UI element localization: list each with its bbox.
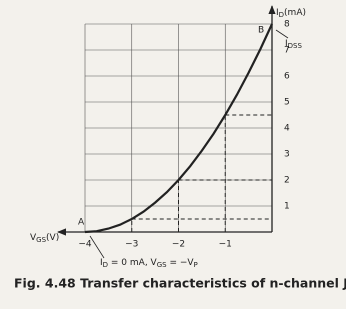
annotation-part: GS	[157, 261, 167, 269]
y-axis-label-part: I	[276, 8, 279, 18]
y-tick-label: 7	[284, 46, 290, 56]
y-axis-label: ID(mA)	[276, 8, 306, 20]
y-tick-label: 6	[284, 72, 290, 82]
x-axis-label-part: GS	[36, 236, 46, 244]
annotation-part: = 0 mA, V	[108, 258, 157, 268]
x-tick-label: −3	[125, 240, 138, 250]
y-tick-label: 4	[284, 124, 290, 134]
idss-label-part: I	[285, 39, 288, 49]
x-axis-label-part: (V)	[46, 233, 59, 243]
idss-label: IDSS	[285, 39, 302, 51]
annotation-part: I	[100, 258, 103, 268]
point-label: B	[258, 26, 264, 36]
y-tick-label: 5	[284, 98, 290, 108]
x-tick-label: −2	[172, 240, 185, 250]
annotation-part: P	[194, 261, 198, 269]
idss-label-part: DSS	[288, 42, 303, 50]
annotation-part: = −V	[167, 258, 195, 268]
x-axis-label-part: V	[30, 233, 37, 243]
annotation-leader	[89, 235, 105, 259]
y-axis-label-part: (mA)	[284, 8, 306, 18]
x-axis-label: VGS(V)	[30, 233, 59, 245]
x-tick-label: −1	[219, 240, 232, 250]
y-tick-label: 3	[284, 150, 290, 160]
y-tick-label: 8	[284, 20, 290, 30]
annotation-part: D	[103, 261, 108, 269]
y-tick-label: 2	[284, 176, 290, 186]
point-label: A	[78, 218, 85, 228]
x-tick-label: −4	[78, 240, 92, 250]
caption: Fig. 4.48 Transfer characteristics of n-…	[14, 276, 346, 291]
annotation: ID = 0 mA, VGS = −VP	[100, 258, 198, 270]
y-tick-label: 1	[284, 202, 290, 212]
idss-leader	[275, 29, 289, 39]
y-axis-label-part: D	[279, 11, 284, 19]
